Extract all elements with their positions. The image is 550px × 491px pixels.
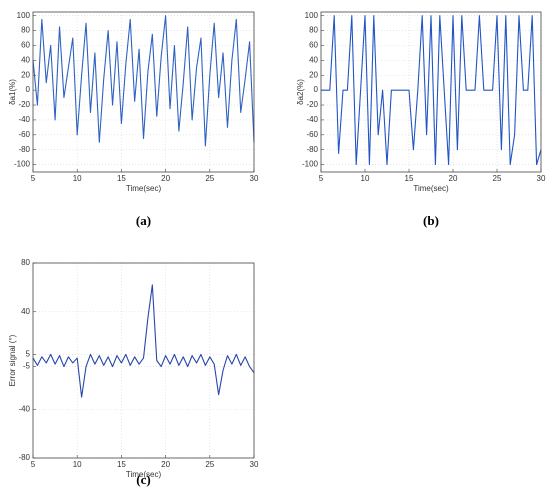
- y-tick-label: 80: [309, 26, 318, 35]
- x-tick-label: 10: [73, 174, 82, 183]
- panel: -80 -40 -5 5 40 80 5 10 15 20 25 30 Time(sec) Error s…: [8, 258, 259, 487]
- x-tick-label: 30: [250, 460, 259, 469]
- y-tick-label: 60: [21, 41, 30, 50]
- y-tick-label: -40: [18, 115, 30, 124]
- x-axis-label: Time(sec): [126, 184, 162, 193]
- x-tick-label: 20: [449, 174, 458, 183]
- y-tick-label: 0: [26, 85, 31, 94]
- y-tick-label: 100: [305, 11, 319, 20]
- x-tick-label: 5: [31, 460, 36, 469]
- y-tick-label: 40: [21, 55, 30, 64]
- y-tick-label: -80: [18, 145, 30, 154]
- x-tick-label: 20: [161, 174, 170, 183]
- signal-line: [321, 15, 542, 166]
- y-tick-label: -5: [23, 362, 31, 371]
- x-tick-label: 10: [361, 174, 370, 183]
- caption: (a): [136, 213, 151, 228]
- x-tick-label: 20: [161, 460, 170, 469]
- y-tick-label: -20: [18, 100, 30, 109]
- x-tick-label: 15: [405, 174, 414, 183]
- y-tick-label: 60: [309, 41, 318, 50]
- x-tick-label: 25: [205, 174, 214, 183]
- signal-line: [32, 15, 255, 147]
- plot-frame: [32, 11, 255, 173]
- y-tick-label: 80: [21, 26, 30, 35]
- y-tick-label: 40: [21, 307, 30, 316]
- y-axis-label: Error signal (°): [8, 334, 17, 386]
- panel: -100 -80 -60 -40 -20 0 20 40 60 80 100 5 10 15 20 25 30 T…: [296, 11, 546, 228]
- x-axis-label: Time(sec): [413, 184, 449, 193]
- caption: (c): [136, 472, 150, 487]
- y-tick-label: -60: [306, 130, 318, 139]
- x-tick-label: 5: [319, 174, 324, 183]
- y-tick-label: -40: [18, 404, 30, 413]
- x-tick-label: 5: [31, 174, 36, 183]
- y-axis-label: δa1(%): [8, 79, 17, 105]
- y-tick-label: -80: [306, 145, 318, 154]
- y-tick-label: -20: [306, 100, 318, 109]
- x-axis-label: Time(sec): [126, 470, 162, 479]
- plot-frame: [32, 262, 255, 459]
- x-tick-label: 25: [493, 174, 502, 183]
- x-tick-label: 30: [250, 174, 259, 183]
- y-tick-label: -80: [18, 453, 30, 462]
- signal-line: [32, 284, 255, 398]
- plot-frame: [320, 11, 542, 173]
- y-tick-label: -60: [18, 130, 30, 139]
- y-axis-label: δa2(%): [296, 79, 305, 105]
- y-tick-label: 20: [309, 70, 318, 79]
- x-tick-label: 10: [73, 460, 82, 469]
- x-tick-label: 25: [205, 460, 214, 469]
- y-tick-label: 0: [314, 85, 319, 94]
- x-tick-label: 15: [117, 174, 126, 183]
- y-tick-label: 100: [17, 11, 31, 20]
- x-tick-label: 15: [117, 460, 126, 469]
- y-tick-label: -40: [306, 115, 318, 124]
- y-tick-label: 40: [309, 55, 318, 64]
- y-tick-label: 5: [26, 350, 31, 359]
- y-tick-label: 80: [21, 258, 30, 267]
- y-tick-label: -100: [14, 160, 31, 169]
- y-tick-label: 20: [21, 70, 30, 79]
- x-tick-label: 30: [537, 174, 546, 183]
- panel: -100 -80 -60 -40 -20 0 20 40 60 80 100 5 10 15 20 25 30 T…: [8, 11, 259, 228]
- caption: (b): [423, 213, 439, 228]
- y-tick-label: -100: [302, 160, 319, 169]
